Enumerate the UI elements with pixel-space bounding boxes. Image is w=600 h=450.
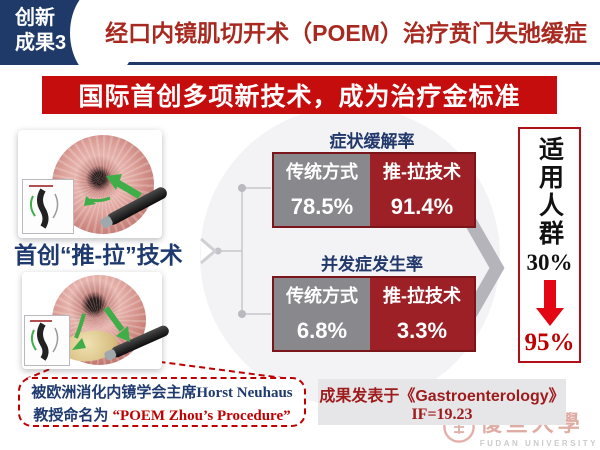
table-header-push-pull: 推-拉技术 bbox=[370, 278, 474, 312]
table-value-traditional: 6.8% bbox=[274, 312, 370, 350]
population-before-value: 30% bbox=[526, 250, 573, 275]
green-arrow-icon bbox=[103, 306, 125, 332]
inset-diagram bbox=[24, 315, 70, 366]
green-arrowhead-icon bbox=[106, 174, 122, 190]
green-arrow-small-icon bbox=[74, 313, 86, 339]
green-arrowhead-icon bbox=[116, 326, 130, 342]
page-title: 经口内镜肌切开术（POEM）治疗贲门失弛缓症 bbox=[105, 20, 587, 46]
green-arrow-small-icon bbox=[89, 196, 111, 203]
table-header-push-pull: 推-拉技术 bbox=[370, 154, 474, 188]
table-value-traditional: 78.5% bbox=[274, 188, 370, 226]
main-banner: 国际首创多项新技术，成为治疗金标准 bbox=[42, 76, 557, 114]
technique-label: 首创“推-拉”技术 bbox=[14, 242, 183, 268]
endoscopy-image-bottom bbox=[22, 272, 171, 369]
table-value-push-pull: 91.4% bbox=[370, 188, 474, 226]
applicable-population-label: 适用人群 bbox=[535, 136, 564, 248]
green-arrowhead-small-icon bbox=[84, 196, 96, 206]
green-arrowhead-small-icon bbox=[72, 338, 86, 350]
mini-endoscope-diagram bbox=[29, 185, 59, 229]
achievement-badge: 创新 成果3 bbox=[15, 6, 66, 56]
logo-english-name: FUDAN UNIVERSITY bbox=[479, 439, 598, 448]
publication-box: 成果发表于《Gastroenterology》 IF=19.23 bbox=[318, 379, 566, 425]
arrow-annotations bbox=[84, 174, 142, 206]
mini-endoscope-diagram bbox=[30, 320, 59, 361]
table-value-push-pull: 3.3% bbox=[370, 312, 474, 350]
complication-rate-title: 并发症发生率 bbox=[272, 250, 472, 278]
applicable-population-box: 适用人群 30% 95% bbox=[518, 127, 581, 363]
red-down-arrow-icon bbox=[535, 280, 564, 326]
naming-line2: 教授命名为 “POEM Zhou’s Procedure” bbox=[33, 406, 291, 424]
badge-line1: 创新 bbox=[15, 7, 55, 29]
green-arrow-icon bbox=[114, 178, 142, 200]
badge-line2: 成果3 bbox=[15, 32, 67, 54]
inset-diagram bbox=[22, 179, 74, 234]
naming-line1: 被欧洲消化内镜学会主席Horst Neuhaus bbox=[31, 384, 293, 401]
naming-callout-box: 被欧洲消化内镜学会主席Horst Neuhaus 教授命名为 “POEM Zho… bbox=[18, 377, 306, 427]
endoscopy-image-top bbox=[18, 130, 169, 238]
relief-rate-title: 症状缓解率 bbox=[272, 127, 472, 155]
arrow-annotations bbox=[72, 306, 130, 350]
relief-rate-table: 传统方式 推-拉技术 78.5% 91.4% bbox=[272, 152, 476, 228]
publication-impact-factor: IF=19.23 bbox=[411, 406, 473, 423]
population-after-value: 95% bbox=[524, 329, 575, 356]
publication-journal: 成果发表于《Gastroenterology》 bbox=[319, 388, 565, 405]
badge-curve-decor bbox=[70, 0, 136, 80]
table-header-traditional: 传统方式 bbox=[274, 278, 370, 312]
header-divider bbox=[0, 62, 600, 65]
table-header-traditional: 传统方式 bbox=[274, 154, 370, 188]
complication-rate-table: 传统方式 推-拉技术 6.8% 3.3% bbox=[272, 276, 476, 352]
